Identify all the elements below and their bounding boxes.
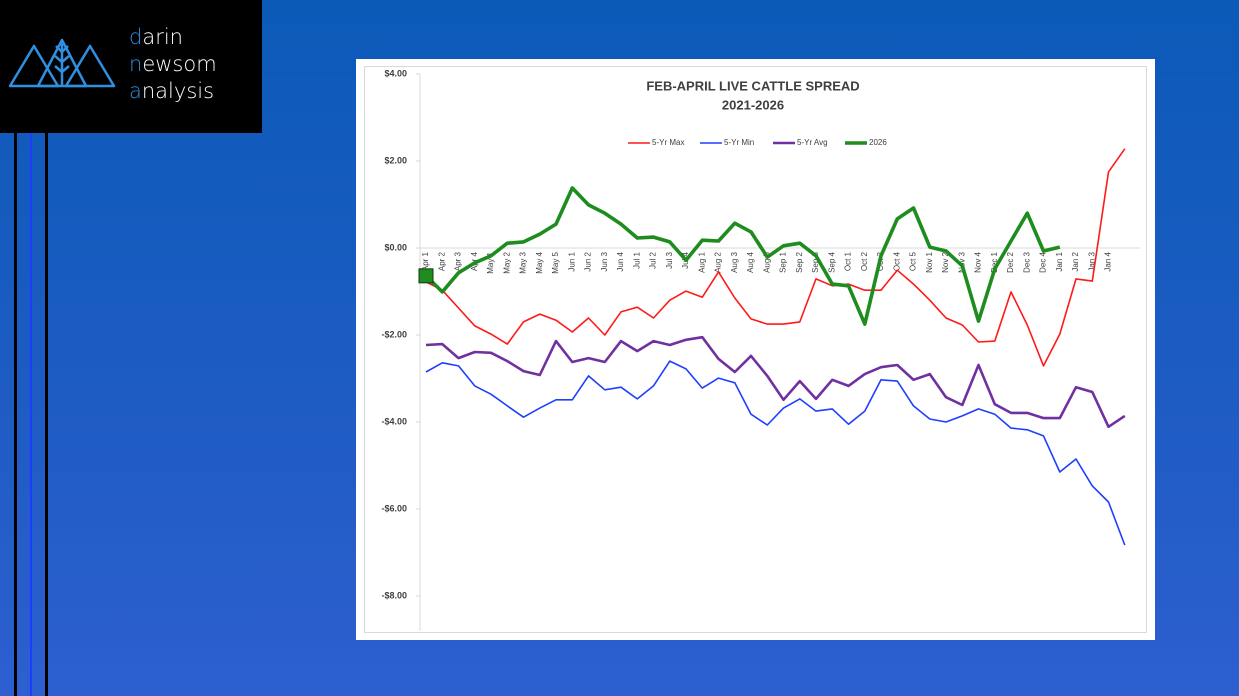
x-tick-label: Dec 2 <box>1006 251 1015 272</box>
logo-word: analysis <box>129 79 215 103</box>
x-tick-label: Oct 2 <box>860 251 869 271</box>
y-tick-label: $2.00 <box>384 155 407 165</box>
x-tick-label: Dec 3 <box>1022 251 1031 272</box>
x-tick-label: Aug 4 <box>746 251 755 272</box>
x-tick-label: Oct 1 <box>844 251 853 271</box>
x-tick-label: Jun 3 <box>600 251 609 271</box>
y-tick-label: -$2.00 <box>381 329 407 339</box>
logo-word: newsom <box>129 52 217 76</box>
logo: darin newsom analysis <box>0 0 262 133</box>
x-tick-label: Jul 1 <box>632 251 641 268</box>
chart-subtitle: 2021-2026 <box>722 97 784 112</box>
x-tick-label: Oct 5 <box>909 251 918 271</box>
x-tick-label: Sep 3 <box>811 251 820 272</box>
x-tick-label: Oct 4 <box>892 251 901 271</box>
point-marker <box>418 268 434 284</box>
x-tick-label: Jan 2 <box>1071 251 1080 271</box>
logo-text: darin newsom analysis <box>129 24 217 105</box>
x-tick-label: Jan 4 <box>1104 251 1113 271</box>
x-tick-label: May 3 <box>519 251 528 273</box>
x-tick-label: Dec 1 <box>990 251 999 272</box>
x-tick-label: May 2 <box>502 251 511 273</box>
x-tick-label: Apr 2 <box>437 251 446 271</box>
x-tick-label: Aug 3 <box>730 251 739 272</box>
x-tick-label: Jul 2 <box>649 251 658 268</box>
x-tick-label: Nov 4 <box>974 251 983 272</box>
plot-frame <box>364 66 1147 633</box>
x-tick-label: May 4 <box>535 251 544 273</box>
x-tick-label: May 1 <box>486 251 495 273</box>
x-tick-label: Jun 2 <box>584 251 593 271</box>
legend-label: 5-Yr Avg <box>797 138 828 147</box>
x-tick-label: Nov 3 <box>957 251 966 272</box>
y-tick-label: -$6.00 <box>381 503 407 513</box>
series-line <box>425 335 1126 429</box>
series-line <box>425 148 1126 367</box>
chart-title: FEB-APRIL LIVE CATTLE SPREAD <box>646 78 859 93</box>
x-tick-label: May 5 <box>551 251 560 273</box>
legend-label: 5-Yr Max <box>652 138 684 147</box>
x-tick-label: Sep 2 <box>795 251 804 272</box>
x-tick-label: Aug 2 <box>714 251 723 272</box>
y-tick-label: $0.00 <box>384 242 407 252</box>
series-line <box>424 186 1061 326</box>
x-tick-label: Apr 3 <box>454 251 463 271</box>
x-tick-label: Sep 1 <box>779 251 788 272</box>
y-tick-label: -$8.00 <box>381 590 407 600</box>
x-tick-label: Jun 1 <box>567 251 576 271</box>
logo-word: darin <box>129 25 183 49</box>
x-tick-label: Nov 1 <box>925 251 934 272</box>
chart-panel <box>356 59 1155 640</box>
y-tick-label: $4.00 <box>384 68 407 78</box>
logo-mark <box>8 38 116 88</box>
x-tick-label: Apr 1 <box>421 251 430 271</box>
legend-label: 2026 <box>869 138 887 147</box>
legend-label: 5-Yr Min <box>724 138 754 147</box>
x-tick-label: Sep 4 <box>827 251 836 272</box>
y-tick-label: -$4.00 <box>381 416 407 426</box>
x-tick-label: Jun 4 <box>616 251 625 271</box>
x-tick-label: Jan 3 <box>1087 251 1096 271</box>
x-tick-label: Aug 1 <box>697 251 706 272</box>
series-line <box>425 360 1126 546</box>
x-tick-label: Aug 5 <box>762 251 771 272</box>
x-tick-label: Dec 4 <box>1039 251 1048 272</box>
x-tick-label: Nov 2 <box>941 251 950 272</box>
x-tick-label: Jul 3 <box>665 251 674 268</box>
x-tick-label: Jan 1 <box>1055 251 1064 271</box>
